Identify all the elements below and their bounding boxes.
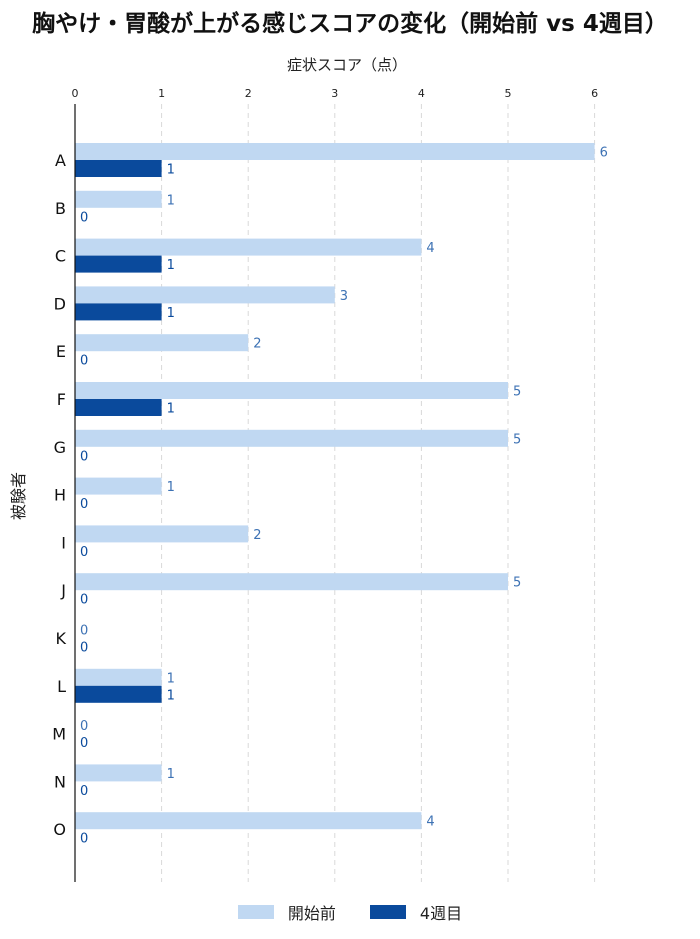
y-tick-label: B (55, 199, 66, 218)
bar-before (75, 525, 249, 543)
y-tick-label: A (55, 151, 66, 170)
x-tick-label: 2 (245, 87, 252, 100)
y-axis-label: 被験者 (9, 472, 28, 520)
bar-week4 (75, 160, 162, 177)
data-label-before: 2 (253, 337, 261, 352)
data-label-before: 5 (513, 576, 521, 591)
bar-before (75, 477, 162, 495)
data-label-week4: 0 (80, 449, 88, 464)
data-label-week4: 1 (167, 306, 175, 321)
y-tick-label: G (54, 438, 66, 457)
legend-swatch-before (237, 905, 274, 919)
legend-item-week4: 4週目 (369, 900, 463, 924)
bar-week4 (75, 255, 162, 273)
legend-item-before: 開始前 (237, 900, 336, 924)
y-tick-label: D (54, 294, 66, 313)
bar-before (75, 573, 508, 591)
data-label-before: 4 (426, 815, 434, 830)
data-label-before: 5 (513, 432, 521, 447)
bar-week4 (75, 685, 162, 703)
bar-before (75, 812, 422, 830)
data-label-before: 6 (600, 146, 608, 161)
data-label-before: 2 (253, 528, 261, 543)
data-label-week4: 1 (167, 163, 175, 178)
y-tick-label: O (53, 820, 66, 839)
bar-before (75, 668, 162, 686)
bar-before (75, 429, 508, 447)
data-label-before: 4 (426, 241, 434, 256)
bar-before (75, 190, 162, 208)
x-tick-label: 1 (158, 87, 165, 100)
data-label-week4: 1 (167, 688, 175, 703)
data-label-week4: 1 (167, 258, 175, 273)
data-label-week4: 0 (80, 210, 88, 225)
legend-label-week4: 4週目 (419, 904, 463, 923)
x-tick-label: 3 (331, 87, 338, 100)
data-label-week4: 0 (80, 641, 88, 656)
bar-before (75, 286, 335, 304)
bar-before (75, 238, 422, 256)
data-label-before: 1 (167, 767, 175, 782)
y-tick-label: F (57, 390, 66, 409)
data-label-week4: 0 (80, 784, 88, 799)
x-tick-label: 4 (418, 87, 425, 100)
data-label-week4: 0 (80, 497, 88, 512)
data-label-week4: 0 (80, 545, 88, 560)
y-tick-label: J (60, 581, 66, 600)
legend-label-before: 開始前 (287, 904, 336, 923)
data-label-week4: 0 (80, 832, 88, 847)
data-label-before: 3 (340, 289, 348, 304)
y-tick-label: E (56, 342, 66, 361)
x-axis-label: 症状スコア（点） (287, 56, 407, 74)
data-label-week4: 0 (80, 736, 88, 751)
y-tick-label: I (61, 533, 66, 552)
data-label-before: 1 (167, 671, 175, 686)
x-tick-label: 6 (591, 87, 598, 100)
legend: 開始前 4週目 (0, 900, 700, 924)
legend-swatch-week4 (369, 905, 406, 919)
bar-week4 (75, 303, 162, 321)
data-label-week4: 1 (167, 402, 175, 417)
y-tick-label: H (54, 486, 66, 505)
bar-before (75, 382, 508, 399)
data-label-week4: 0 (80, 354, 88, 369)
x-tick-label: 0 (72, 87, 79, 100)
y-tick-label: K (56, 629, 67, 648)
data-label-before: 1 (167, 193, 175, 208)
data-label-before: 0 (80, 719, 88, 734)
x-tick-label: 5 (505, 87, 512, 100)
data-label-before: 5 (513, 385, 521, 400)
data-label-before: 0 (80, 624, 88, 639)
bar-before (75, 334, 249, 352)
chart-title: 胸やけ・胃酸が上がる感じスコアの変化（開始前 vs 4週目） (32, 11, 668, 37)
bar-week4 (75, 399, 162, 416)
y-tick-label: L (57, 677, 66, 696)
y-tick-label: C (55, 247, 66, 266)
data-label-week4: 0 (80, 593, 88, 608)
y-tick-label: M (52, 725, 66, 744)
bar-before (75, 143, 595, 160)
data-label-before: 1 (167, 480, 175, 495)
y-tick-label: N (54, 772, 66, 791)
bar-before (75, 764, 162, 782)
